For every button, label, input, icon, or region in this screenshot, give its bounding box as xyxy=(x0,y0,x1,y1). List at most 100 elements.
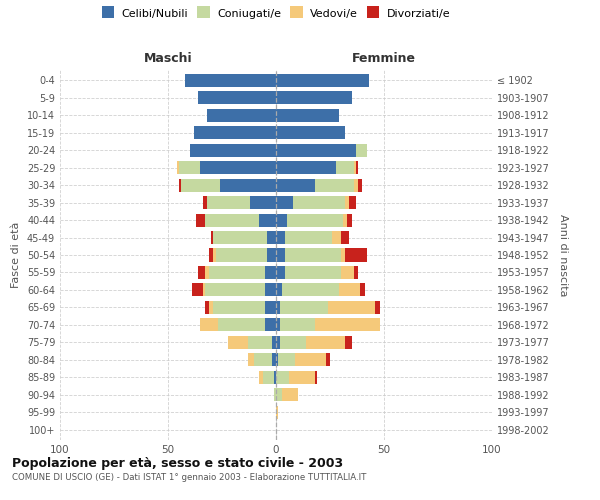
Text: Femmine: Femmine xyxy=(352,52,416,65)
Bar xyxy=(215,248,268,262)
Bar xyxy=(272,353,276,366)
Bar xyxy=(268,248,276,262)
Bar xyxy=(254,353,272,366)
Bar xyxy=(315,178,354,192)
Bar xyxy=(194,126,276,140)
Bar xyxy=(218,318,265,332)
Bar xyxy=(272,336,276,349)
Bar xyxy=(332,231,341,244)
Bar xyxy=(284,231,332,244)
Text: COMUNE DI USCIO (GE) - Dati ISTAT 1° gennaio 2003 - Elaborazione TUTTITALIA.IT: COMUNE DI USCIO (GE) - Dati ISTAT 1° gen… xyxy=(12,472,367,482)
Bar xyxy=(338,284,360,296)
Bar xyxy=(345,336,352,349)
Bar xyxy=(356,144,367,157)
Bar xyxy=(276,109,338,122)
Bar xyxy=(354,266,358,279)
Bar xyxy=(205,214,259,226)
Bar xyxy=(276,318,280,332)
Bar xyxy=(190,144,276,157)
Bar xyxy=(248,353,254,366)
Bar xyxy=(209,248,214,262)
Bar xyxy=(276,284,283,296)
Bar xyxy=(263,370,274,384)
Bar xyxy=(207,196,250,209)
Bar xyxy=(341,231,349,244)
Bar xyxy=(265,266,276,279)
Bar xyxy=(179,178,181,192)
Bar xyxy=(280,301,328,314)
Bar xyxy=(293,196,345,209)
Bar xyxy=(209,266,265,279)
Bar xyxy=(250,196,276,209)
Bar xyxy=(200,318,218,332)
Text: Popolazione per età, sesso e stato civile - 2003: Popolazione per età, sesso e stato civil… xyxy=(12,458,343,470)
Bar xyxy=(179,161,200,174)
Bar xyxy=(276,231,284,244)
Bar xyxy=(276,301,280,314)
Text: Maschi: Maschi xyxy=(143,52,193,65)
Bar xyxy=(203,284,205,296)
Bar xyxy=(345,248,367,262)
Bar xyxy=(276,161,337,174)
Bar xyxy=(289,370,315,384)
Bar xyxy=(376,301,380,314)
Bar xyxy=(276,144,356,157)
Bar xyxy=(280,318,315,332)
Bar xyxy=(276,92,352,104)
Bar xyxy=(214,248,215,262)
Bar xyxy=(196,214,205,226)
Bar xyxy=(347,214,352,226)
Bar xyxy=(265,318,276,332)
Bar xyxy=(214,301,265,314)
Bar xyxy=(181,178,220,192)
Bar xyxy=(200,161,276,174)
Bar xyxy=(198,266,205,279)
Bar xyxy=(259,370,263,384)
Bar xyxy=(276,388,283,401)
Bar xyxy=(287,214,343,226)
Bar xyxy=(198,92,276,104)
Y-axis label: Fasce di età: Fasce di età xyxy=(11,222,21,288)
Bar xyxy=(276,266,284,279)
Bar xyxy=(205,301,209,314)
Bar xyxy=(343,214,347,226)
Bar xyxy=(205,284,265,296)
Bar xyxy=(360,284,365,296)
Bar xyxy=(176,161,179,174)
Bar xyxy=(349,196,356,209)
Bar xyxy=(276,74,369,87)
Bar xyxy=(326,353,330,366)
Bar xyxy=(315,370,317,384)
Bar xyxy=(337,161,354,174)
Bar xyxy=(295,353,326,366)
Bar xyxy=(276,248,284,262)
Bar xyxy=(276,126,345,140)
Bar xyxy=(341,248,345,262)
Bar xyxy=(265,301,276,314)
Bar xyxy=(276,336,280,349)
Bar xyxy=(276,178,315,192)
Bar xyxy=(341,266,354,279)
Bar xyxy=(192,284,203,296)
Bar xyxy=(356,161,358,174)
Bar xyxy=(276,353,278,366)
Bar xyxy=(185,74,276,87)
Bar xyxy=(284,248,341,262)
Bar xyxy=(209,301,214,314)
Legend: Celibi/Nubili, Coniugati/e, Vedovi/e, Divorziati/e: Celibi/Nubili, Coniugati/e, Vedovi/e, Di… xyxy=(101,8,451,19)
Bar xyxy=(276,370,289,384)
Bar xyxy=(283,388,298,401)
Bar xyxy=(274,370,276,384)
Bar xyxy=(274,388,276,401)
Bar xyxy=(280,336,306,349)
Bar xyxy=(315,318,380,332)
Bar xyxy=(276,214,287,226)
Y-axis label: Anni di nascita: Anni di nascita xyxy=(558,214,568,296)
Bar xyxy=(278,353,295,366)
Bar xyxy=(284,266,341,279)
Bar xyxy=(207,109,276,122)
Bar xyxy=(354,178,358,192)
Bar xyxy=(276,196,293,209)
Bar xyxy=(268,231,276,244)
Bar xyxy=(259,214,276,226)
